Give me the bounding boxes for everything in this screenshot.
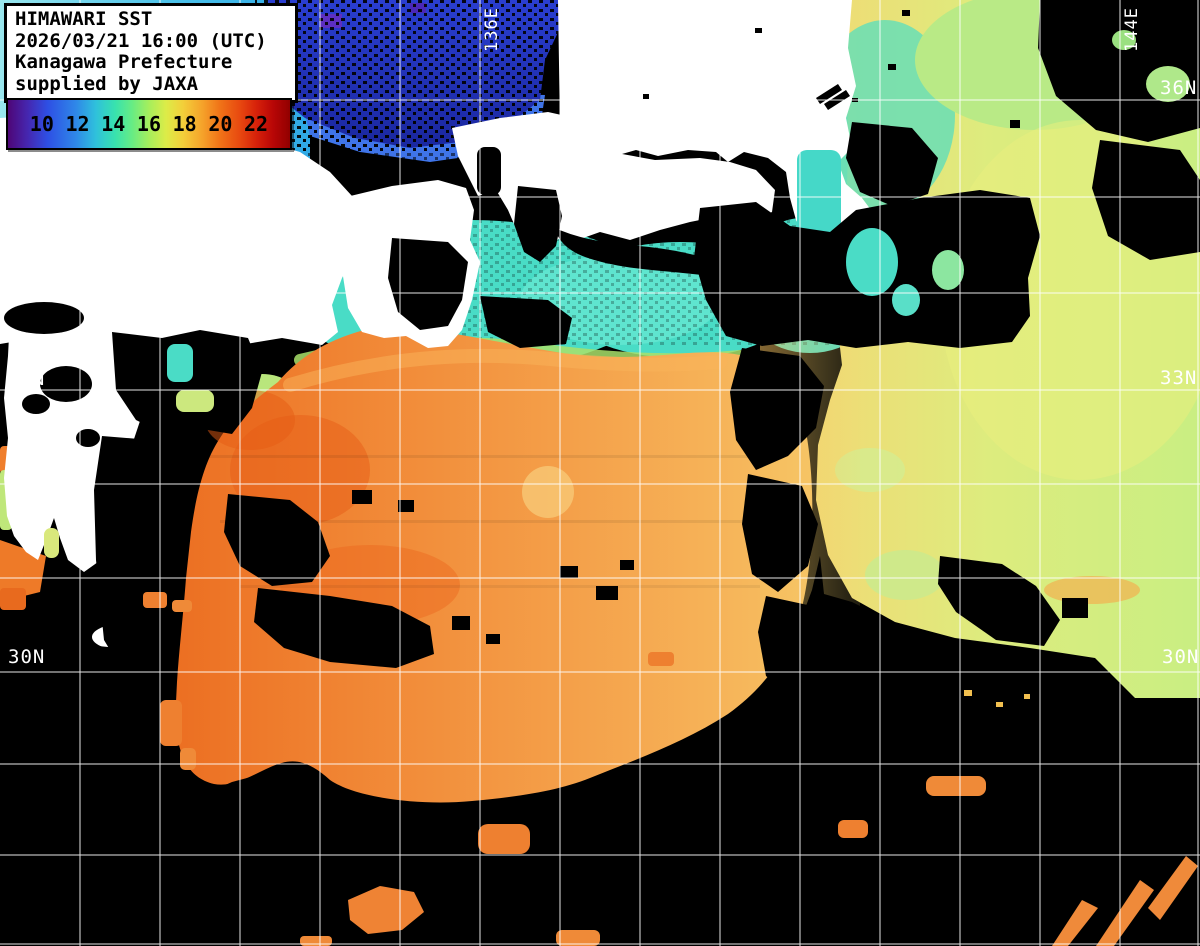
kagoshima-bay-water xyxy=(44,528,59,558)
lon-label-136e: 136E xyxy=(482,7,502,52)
temperature-colorbar: 10 12 14 16 18 20 22 xyxy=(6,98,292,150)
tokyo-bay-water xyxy=(797,150,841,234)
lat-label-36n-right: 36N xyxy=(1160,77,1198,99)
colorbar-tick: 16 xyxy=(136,112,161,136)
colorbar-tick: 14 xyxy=(101,112,126,136)
colorbar-tick: 18 xyxy=(172,112,197,136)
colorbar-tick: 12 xyxy=(65,112,90,136)
colorbar-tick: 10 xyxy=(29,112,54,136)
lon-label-144e: 144E xyxy=(1122,7,1142,52)
lat-label-33n-left: 33N xyxy=(8,368,46,390)
map-datetime: 2026/03/21 16:00 (UTC) xyxy=(15,29,267,52)
lat-label-33n-right: 33N xyxy=(1160,367,1198,389)
colorbar-tick: 22 xyxy=(244,112,269,136)
lat-label-30n-left: 30N xyxy=(8,646,46,668)
lat-label-30n-right: 30N xyxy=(1162,646,1200,668)
map-title: HIMAWARI SST xyxy=(15,8,153,30)
cloud-gap-accents xyxy=(143,30,1198,946)
map-title-box: HIMAWARI SST 2026/03/21 16:00 (UTC) Kana… xyxy=(4,3,298,103)
map-region: Kanagawa Prefecture xyxy=(15,51,233,73)
map-credit: supplied by JAXA xyxy=(15,72,199,95)
colorbar-tick: 20 xyxy=(208,112,233,136)
